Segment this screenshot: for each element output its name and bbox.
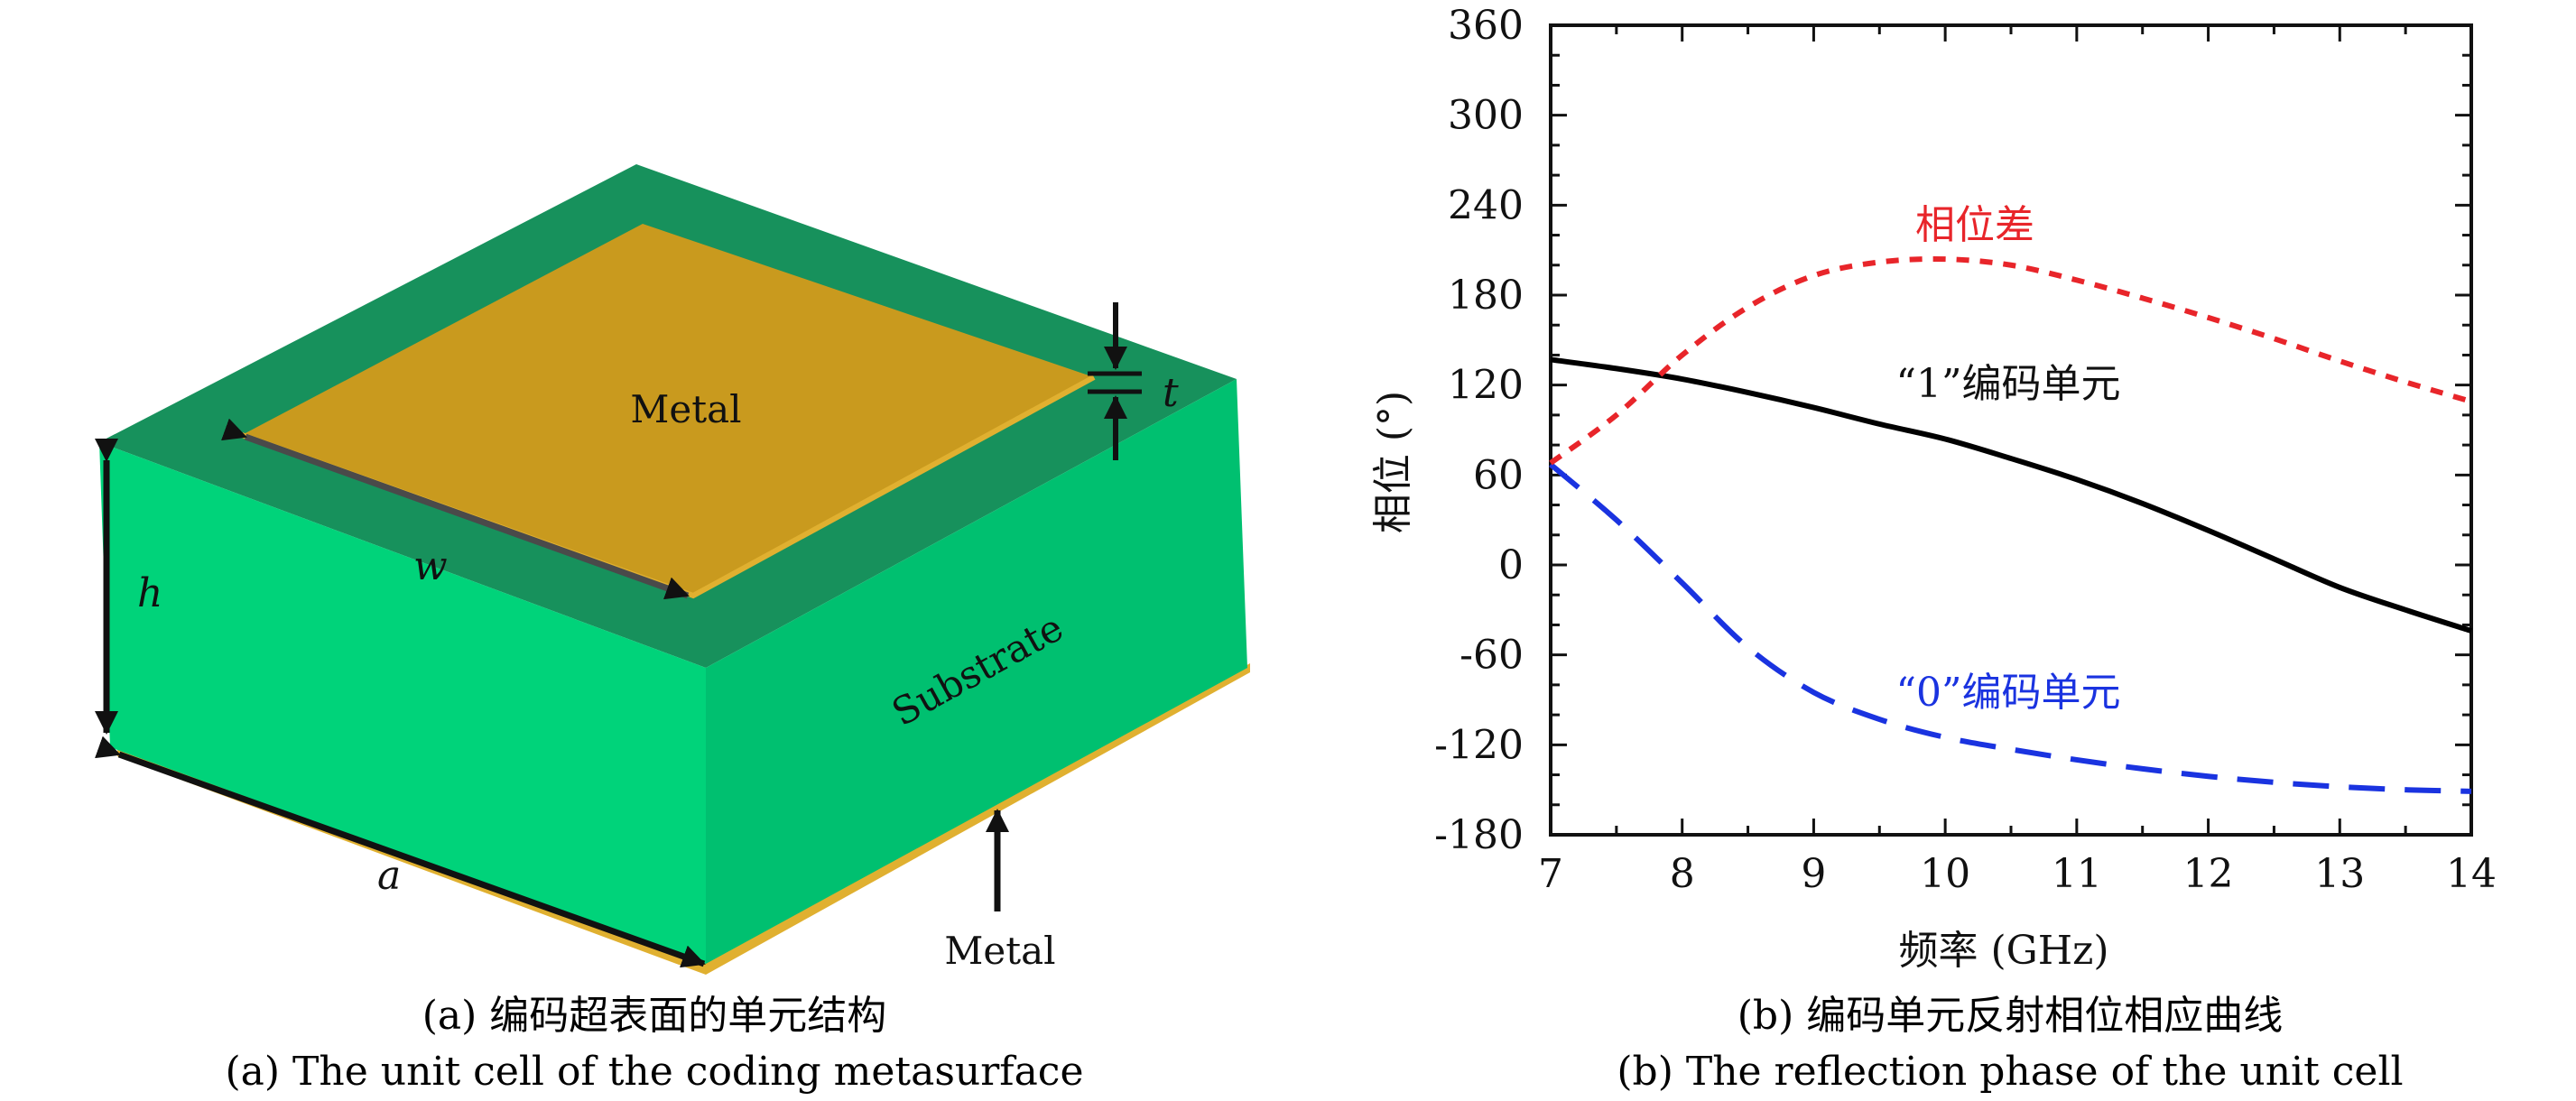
y-tick-label: 240 xyxy=(1448,182,1524,228)
x-tick-label: 13 xyxy=(2314,851,2365,897)
caption-b-cn: (b) 编码单元反射相位相应曲线 xyxy=(1737,993,2284,1039)
x-axis-label: 频率 (GHz) xyxy=(1898,928,2108,974)
x-tick-label: 7 xyxy=(1538,851,1563,897)
substrate-right-face xyxy=(706,379,1247,964)
series-line-coding-1 xyxy=(1550,356,2472,634)
series-line-phase-difference xyxy=(1549,255,2472,466)
metal-top-label: Metal xyxy=(630,387,741,431)
y-tick-label: 180 xyxy=(1448,273,1524,319)
x-tick-label: 9 xyxy=(1801,851,1826,897)
caption-a-cn: (a) 编码超表面的单元结构 xyxy=(422,993,887,1039)
x-tick-label: 10 xyxy=(1920,851,1970,897)
h-label: h xyxy=(137,570,162,616)
y-tick-label: 0 xyxy=(1498,542,1524,588)
x-tick-label: 8 xyxy=(1670,851,1695,897)
caption-a-en: (a) The unit cell of the coding metasurf… xyxy=(225,1049,1084,1095)
x-tick-label: 12 xyxy=(2183,851,2234,897)
series-line-coding-0 xyxy=(1549,462,2472,794)
caption-b-en: (b) The reflection phase of the unit cel… xyxy=(1617,1049,2404,1095)
plot-frame xyxy=(1549,23,2473,837)
t-label: t xyxy=(1163,370,1179,416)
y-tick-label: 60 xyxy=(1473,452,1524,498)
w-dimension-arrow xyxy=(221,418,690,600)
unit-cell-figure: Metal Substrate Metal t w h a xyxy=(95,164,1250,975)
x-tick-label: 11 xyxy=(2052,851,2102,897)
a-label: a xyxy=(377,853,401,899)
series-label-coding-1: “1”编码单元 xyxy=(1896,361,2121,407)
y-axis-label: 相位 (°) xyxy=(1370,391,1416,533)
a-dimension-arrow xyxy=(95,736,706,968)
y-tick-label: 120 xyxy=(1448,363,1524,409)
metal-bottom-label: Metal xyxy=(944,929,1055,973)
y-tick-label: -120 xyxy=(1434,722,1524,768)
series-label-phase-difference: 相位差 xyxy=(1915,202,2034,248)
y-tick-label: 300 xyxy=(1448,93,1524,139)
y-tick-label: -180 xyxy=(1434,812,1524,858)
w-label: w xyxy=(413,543,448,589)
y-tick-label: -60 xyxy=(1459,633,1524,679)
y-tick-label: 360 xyxy=(1448,3,1524,49)
series-label-coding-0: “0”编码单元 xyxy=(1896,670,2121,716)
x-tick-label: 14 xyxy=(2446,851,2497,897)
